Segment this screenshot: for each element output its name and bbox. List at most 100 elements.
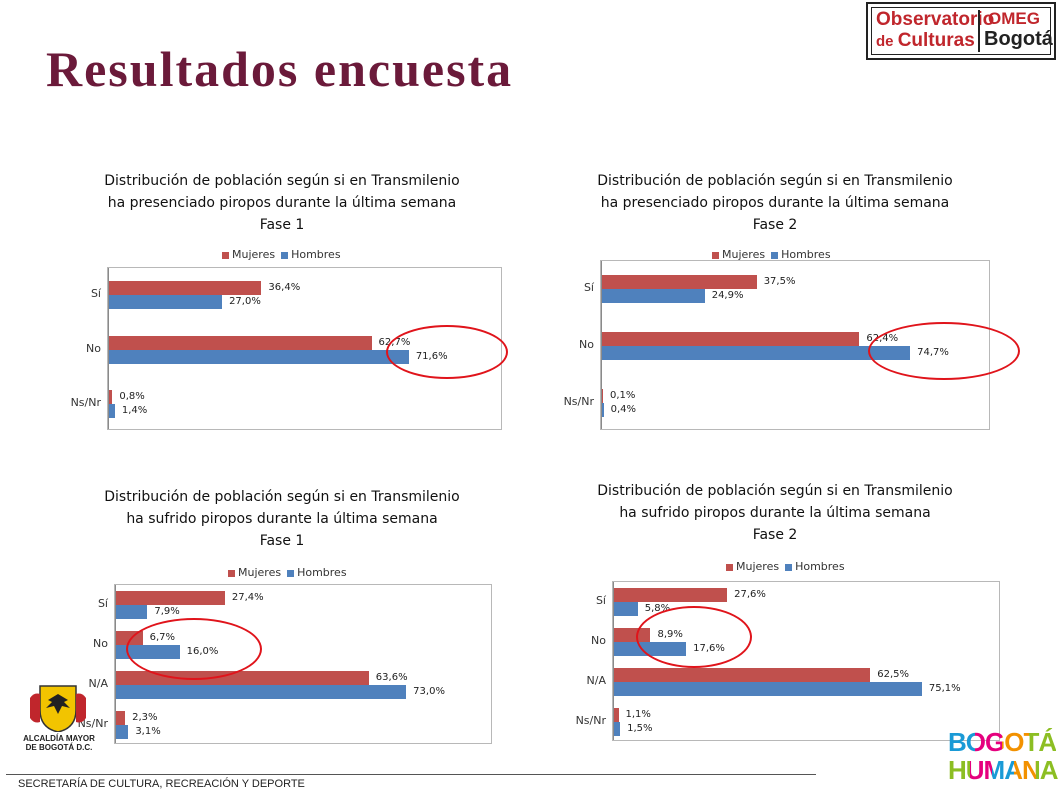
chart-title: Distribución de población según si en Tr… [540,170,1010,236]
category-label: N/A [88,677,108,690]
legend-item-mujeres: Mujeres [726,560,779,573]
legend-swatch [222,251,229,259]
chart-sufrido-fase-1: Distribución de población según si en Tr… [52,486,512,746]
legend-label: Mujeres [736,560,780,573]
bar-hombres [116,685,407,699]
category-label: Ns/Nr [77,717,108,730]
category-axis [613,582,614,740]
bogota-humana-line2: HUMANA [948,755,1058,785]
chart-title-line: Fase 1 [259,217,305,233]
legend-label: Mujeres [238,566,282,579]
data-label: 1,4% [121,404,148,416]
bar-hombres [116,725,129,739]
bar-mujeres [116,711,126,725]
data-label: 24,9% [711,290,744,302]
bogota-coat-of-arms-icon [30,685,86,732]
data-label: 3,1% [135,726,161,737]
bar-mujeres [614,708,619,722]
category-label: N/A [586,674,606,687]
bar-hombres [602,346,911,360]
bar-hombres [109,403,115,418]
data-label: 63,6% [375,672,408,683]
bar-hombres [602,402,604,417]
data-label: 27,4% [231,592,264,603]
legend-label: Hombres [297,566,347,579]
logo-bogota-text: Bogotá [984,28,1053,50]
bar-hombres [116,605,148,619]
bar-mujeres [109,281,262,296]
legend-item-mujeres: Mujeres [222,248,275,261]
legend-swatch [785,563,793,571]
data-label: 2,3% [132,712,158,723]
bar-hombres [109,349,409,364]
chart-title-line: Distribución de población según si en Tr… [104,489,460,505]
category-label: Sí [97,597,108,610]
logo-omeg-text: OMEG [988,9,1040,28]
bar-mujeres [116,591,225,605]
bar-hombres [614,682,922,696]
bogota-humana-line1: BOGOTÁ [948,727,1057,757]
chart-sufrido-fase-2: Distribución de población según si en Tr… [540,480,1010,750]
legend-swatch [228,569,235,577]
chart-title-line: Fase 2 [752,527,798,543]
chart-presenciado-fase-2: Distribución de población según si en Tr… [540,170,1020,440]
data-label: 75,1% [928,683,961,694]
data-label: 62,5% [877,669,910,680]
bar-hombres [109,295,223,310]
category-label: Ns/Nr [70,395,101,409]
chart-legend: Mujeres Hombres [712,248,837,261]
legend-item-mujeres: Mujeres [712,248,765,261]
data-label: 5,8% [644,603,671,614]
footer-text: SECRETARÍA DE CULTURA, RECREACIÓN Y DEPO… [18,778,305,790]
data-label: 27,6% [734,589,766,600]
chart-title-line: ha presenciado piropos durante la última… [107,195,457,211]
category-label: Sí [595,594,606,607]
category-label: No [86,341,101,355]
chart-legend: Mujeres Hombres [726,560,851,573]
chart-title-line: Distribución de población según si en Tr… [597,483,953,499]
legend-label: Mujeres [232,248,276,261]
legend-label: Hombres [795,560,845,573]
data-label: 37,5% [763,276,796,288]
category-label: No [579,338,594,351]
data-label: 0,1% [610,389,636,401]
data-label: 0,8% [119,390,145,402]
category-label: No [93,637,108,650]
chart-title-line: Fase 2 [752,217,798,233]
chart-legend: Mujeres Hombres [228,566,353,579]
category-label: No [591,634,606,647]
data-label: 7,9% [154,606,180,617]
category-axis [601,261,602,429]
bar-mujeres [602,332,860,346]
highlight-circle [386,325,508,379]
chart-presenciado-fase-1: Distribución de población según si en Tr… [52,170,512,430]
logo-culturas-text: de Culturas [876,30,975,51]
legend-swatch [712,251,719,259]
bar-hombres [614,722,621,736]
chart-title-line: Distribución de población según si en Tr… [597,173,953,189]
legend-item-mujeres: Mujeres [228,566,281,579]
chart-title: Distribución de población según si en Tr… [52,486,512,552]
legend-label: Hombres [291,248,341,261]
data-label: 36,4% [268,282,301,294]
bar-hombres [602,289,705,304]
bar-mujeres [614,668,871,682]
data-label: 1,5% [627,723,653,734]
chart-title: Distribución de población según si en Tr… [52,170,512,236]
data-label: 1,1% [625,709,651,720]
chart-title-line: Fase 1 [259,533,305,549]
category-axis [115,585,116,743]
category-label: Ns/Nr [563,394,594,408]
legend-swatch [281,251,289,259]
chart-title-line: ha presenciado piropos durante la última… [600,195,950,211]
legend-item-hombres: Hombres [785,560,845,573]
legend-item-hombres: Hombres [281,248,341,261]
bar-mujeres [602,388,603,403]
legend-label: Mujeres [722,248,766,261]
observatorio-culturas-logo: Observatorio de Culturas OMEG Bogotá [866,2,1056,60]
legend-label: Hombres [781,248,831,261]
chart-legend: Mujeres Hombres [222,248,347,261]
legend-swatch [771,251,779,259]
chart-title: Distribución de población según si en Tr… [540,480,1010,546]
bar-mujeres [109,389,113,404]
